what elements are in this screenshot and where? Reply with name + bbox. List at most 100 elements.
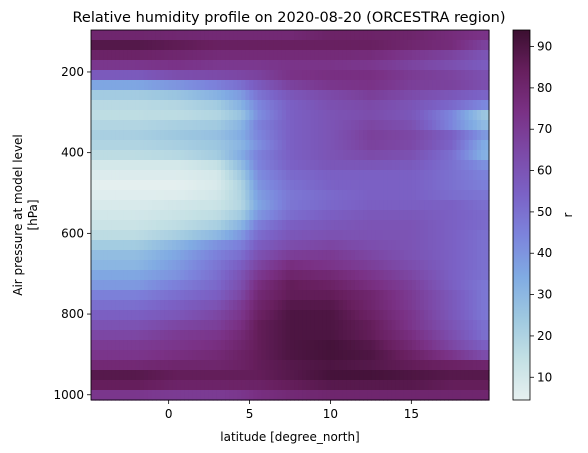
heatmap-cell xyxy=(168,200,173,211)
heatmap-cell xyxy=(111,120,116,131)
heatmap-cell xyxy=(306,60,311,71)
heatmap-cell xyxy=(147,290,153,301)
heatmap-cell xyxy=(91,140,96,151)
heatmap-cell xyxy=(91,210,96,221)
heatmap-cell xyxy=(359,150,364,161)
heatmap-cell xyxy=(249,320,255,331)
heatmap-cell xyxy=(350,40,356,51)
heatmap-cell xyxy=(192,290,198,301)
heatmap-cell xyxy=(290,40,295,51)
heatmap-cell xyxy=(468,300,474,311)
heatmap-cell xyxy=(302,150,307,161)
heatmap-cell xyxy=(151,170,157,181)
heatmap-cell xyxy=(294,270,299,281)
heatmap-cell xyxy=(184,90,190,101)
heatmap-cell xyxy=(160,180,165,191)
heatmap-cell xyxy=(379,100,385,111)
heatmap-cell xyxy=(91,270,96,281)
heatmap-cell xyxy=(119,360,125,371)
heatmap-cell xyxy=(147,30,153,41)
heatmap-cell xyxy=(192,50,198,61)
heatmap-cell xyxy=(160,360,165,371)
heatmap-cell xyxy=(188,320,194,331)
heatmap-cell xyxy=(290,360,295,371)
heatmap-cell xyxy=(192,130,198,141)
heatmap-cell xyxy=(233,90,238,101)
heatmap-cell xyxy=(290,340,295,351)
heatmap-cell xyxy=(440,370,445,381)
heatmap-cell xyxy=(216,250,222,261)
heatmap-cell xyxy=(326,280,332,291)
heatmap-cell xyxy=(419,260,425,271)
heatmap-cell xyxy=(468,210,474,221)
heatmap-cell xyxy=(460,50,466,61)
heatmap-cell xyxy=(350,170,356,181)
heatmap-cell xyxy=(411,240,417,251)
heatmap-cell xyxy=(371,260,376,271)
heatmap-cell xyxy=(220,370,226,381)
heatmap-cell xyxy=(192,150,198,161)
heatmap-cell xyxy=(135,390,141,401)
heatmap-cell xyxy=(237,80,242,91)
heatmap-cell xyxy=(261,260,267,271)
heatmap-cell xyxy=(95,250,100,261)
heatmap-cell xyxy=(257,220,263,231)
heatmap-cell xyxy=(184,270,190,281)
heatmap-cell xyxy=(399,180,405,191)
heatmap-cell xyxy=(269,330,275,341)
heatmap-cell xyxy=(350,240,356,251)
heatmap-cell xyxy=(225,70,230,81)
heatmap-cell xyxy=(367,180,372,191)
heatmap-cell xyxy=(127,290,133,301)
heatmap-cell xyxy=(310,170,315,181)
heatmap-cell xyxy=(103,310,108,321)
heatmap-cell xyxy=(354,190,360,201)
heatmap-cell xyxy=(273,210,279,221)
heatmap-cell xyxy=(452,200,458,211)
heatmap-cell xyxy=(472,170,478,181)
heatmap-cell xyxy=(151,220,157,231)
heatmap-cell xyxy=(346,50,352,61)
heatmap-cell xyxy=(318,170,324,181)
heatmap-cell xyxy=(428,90,433,101)
heatmap-cell xyxy=(216,50,222,61)
heatmap-cell xyxy=(472,260,478,271)
heatmap-cell xyxy=(160,40,165,51)
heatmap-cell xyxy=(354,200,360,211)
heatmap-cell xyxy=(342,190,348,201)
heatmap-cell xyxy=(225,380,230,391)
heatmap-cell xyxy=(111,330,116,341)
heatmap-cell xyxy=(302,310,307,321)
heatmap-cell xyxy=(143,220,149,231)
heatmap-cell xyxy=(220,220,226,231)
heatmap-cell xyxy=(245,380,250,391)
heatmap-cell xyxy=(302,50,307,61)
heatmap-cell xyxy=(322,70,328,81)
heatmap-cell xyxy=(273,350,279,361)
heatmap-cell xyxy=(188,250,194,261)
heatmap-cell xyxy=(91,330,96,341)
heatmap-cell xyxy=(468,50,474,61)
heatmap-cell xyxy=(371,60,376,71)
heatmap-cell xyxy=(212,120,218,131)
heatmap-cell xyxy=(257,240,263,251)
heatmap-cell xyxy=(484,380,490,391)
heatmap-cell xyxy=(192,210,198,221)
heatmap-cell xyxy=(180,250,186,261)
heatmap-cell xyxy=(334,210,340,221)
heatmap-cell xyxy=(354,280,360,291)
heatmap-cell xyxy=(302,330,307,341)
heatmap-cell xyxy=(290,160,295,171)
heatmap-cell xyxy=(391,170,397,181)
heatmap-cell xyxy=(131,250,137,261)
heatmap-cell xyxy=(257,270,263,281)
heatmap-cell xyxy=(115,330,121,341)
heatmap-cell xyxy=(371,210,376,221)
heatmap-cell xyxy=(208,40,214,51)
heatmap-cell xyxy=(220,310,226,321)
heatmap-cell xyxy=(419,80,425,91)
heatmap-cell xyxy=(432,210,437,221)
heatmap-cell xyxy=(168,370,173,381)
heatmap-cell xyxy=(123,360,129,371)
heatmap-cell xyxy=(204,70,210,81)
